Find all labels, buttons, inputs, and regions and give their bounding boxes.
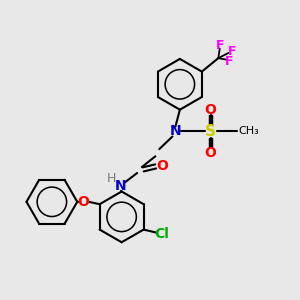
Text: Cl: Cl [154, 227, 169, 241]
Text: O: O [77, 195, 89, 209]
Text: O: O [157, 159, 169, 173]
Text: N: N [169, 124, 181, 138]
Text: F: F [215, 39, 224, 52]
Text: S: S [205, 124, 216, 139]
Text: O: O [205, 146, 217, 160]
Text: F: F [227, 45, 236, 58]
Text: F: F [224, 55, 233, 68]
Text: O: O [205, 103, 217, 117]
Text: H: H [107, 172, 116, 185]
Text: N: N [115, 178, 127, 193]
Text: CH₃: CH₃ [238, 126, 259, 136]
